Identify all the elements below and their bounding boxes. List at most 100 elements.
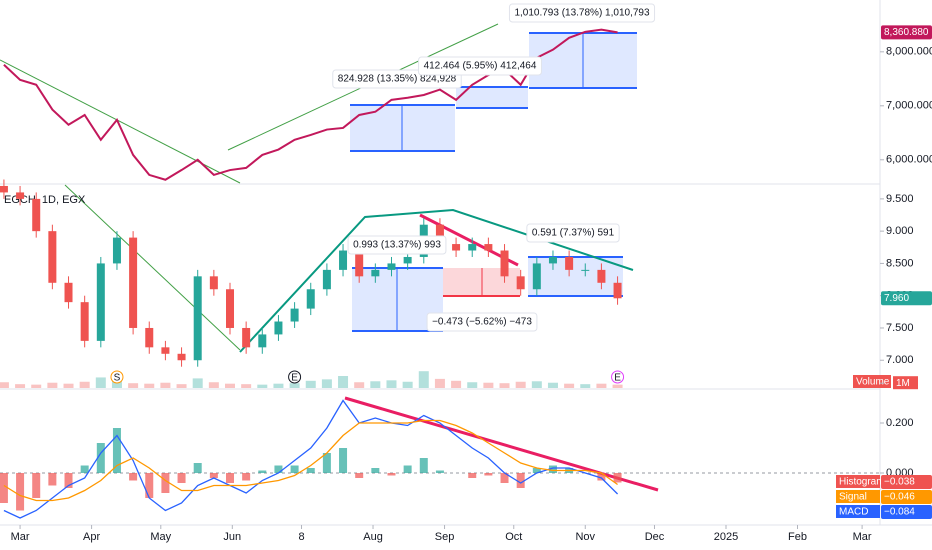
legend-label: Histogram (839, 477, 885, 488)
candle-body (64, 282, 73, 303)
measure-label: 412.464 (5.95%) 412,464 (424, 61, 537, 72)
last-price-tag-bg (881, 291, 932, 306)
volume-bar (370, 381, 381, 388)
volume-bar (160, 382, 171, 388)
candle-body (274, 321, 283, 335)
candle-body (387, 263, 396, 270)
histogram-bar (419, 458, 428, 473)
volume-bar (289, 383, 300, 388)
volume-bar (176, 384, 187, 388)
volume-bar (225, 383, 236, 388)
candle-body (613, 282, 622, 299)
measure-label: 0.993 (13.37%) 993 (353, 240, 441, 251)
volume-bar (386, 380, 397, 388)
histogram-bar (258, 470, 267, 473)
volume-bar (273, 383, 284, 388)
legend-label: Signal (839, 492, 867, 503)
candle-body (32, 198, 41, 232)
histogram-bar (32, 473, 41, 498)
histogram-bar (387, 473, 396, 476)
y-tick-label: 6,000.000 (886, 154, 932, 166)
candle-body (484, 244, 493, 251)
volume-bar (95, 377, 106, 388)
y-tick-label: 9.000 (886, 225, 914, 237)
measure-label: 0.591 (7.37%) 591 (532, 228, 615, 239)
histogram-bar (226, 473, 235, 483)
legend-bg (836, 490, 880, 503)
candle-body (16, 192, 25, 199)
volume-bar (531, 381, 542, 388)
candle-body (339, 250, 348, 270)
candle-body (145, 327, 154, 348)
y-tick-label: 8.500 (886, 257, 914, 269)
legend-bg (836, 505, 880, 518)
volume-bar (434, 378, 445, 388)
last-value-tag: −0.084 (884, 507, 915, 518)
last-price-tag: 8,360.880 (884, 27, 929, 38)
last-value-tag-bg (881, 490, 932, 504)
measure-box (456, 87, 528, 108)
trend-line (344, 396, 659, 492)
measure-label-bg (426, 312, 538, 332)
macd-line (3, 419, 618, 502)
candle-body (96, 263, 105, 341)
x-tick-label: Feb (788, 531, 807, 543)
measure-label-bg (418, 56, 542, 76)
candle-body (435, 224, 444, 245)
volume-bar (0, 382, 9, 388)
volume-bar (467, 382, 478, 388)
volume-bar (515, 381, 526, 388)
histogram-bar (48, 473, 57, 486)
histogram-bar (322, 453, 331, 473)
histogram-bar (209, 473, 218, 478)
candle-body (597, 269, 606, 283)
volume-bar (144, 383, 155, 388)
candle-body (0, 185, 8, 193)
candle-body (48, 231, 57, 283)
histogram-bar (532, 468, 541, 473)
histogram-bar (516, 473, 525, 488)
histogram-bar (0, 473, 8, 503)
x-tick-label: Jun (223, 531, 241, 543)
measure-label-bg (347, 235, 447, 255)
volume-bar (451, 380, 462, 388)
candle-body (306, 289, 315, 309)
histogram-bar (548, 465, 557, 473)
measure-label: 824.928 (13.35%) 824,928 (338, 74, 457, 85)
histogram-bar (64, 473, 73, 488)
measure-label: −0.473 (−5.62%) −473 (432, 317, 532, 328)
volume-bar (402, 381, 413, 388)
histogram-bar (177, 473, 186, 483)
macd-line (3, 399, 619, 519)
symbol-title: EGCH, 1D, EGX (4, 194, 86, 206)
event-marker-label: S (114, 373, 121, 384)
histogram-bar (161, 473, 170, 493)
volume-bar (612, 384, 623, 388)
volume-legend: Volume (856, 377, 890, 388)
measure-box (528, 257, 623, 296)
candle-body (161, 347, 170, 354)
measure-label-bg (526, 223, 620, 243)
last-value-tag: −0.038 (884, 477, 915, 488)
y-tick-label: 7.500 (886, 322, 914, 334)
candle-body (565, 256, 574, 270)
volume-bar (31, 384, 42, 388)
candle-body (209, 276, 218, 290)
event-marker (611, 370, 625, 384)
x-tick-label: May (150, 531, 171, 543)
x-tick-label: Apr (83, 531, 100, 543)
candle-body (177, 353, 186, 361)
measure-label-bg (508, 3, 656, 23)
histogram-bar (339, 448, 348, 473)
volume-bar (192, 378, 203, 388)
volume-bar (47, 382, 58, 388)
volume-bar (128, 383, 139, 388)
last-value-tag-bg (881, 475, 932, 489)
last-value-tag-bg (881, 505, 932, 519)
candle-body (452, 244, 461, 251)
candle-body (532, 263, 541, 290)
volume-bar (483, 382, 494, 388)
candle-body (290, 308, 299, 322)
histogram-bar (290, 465, 299, 473)
